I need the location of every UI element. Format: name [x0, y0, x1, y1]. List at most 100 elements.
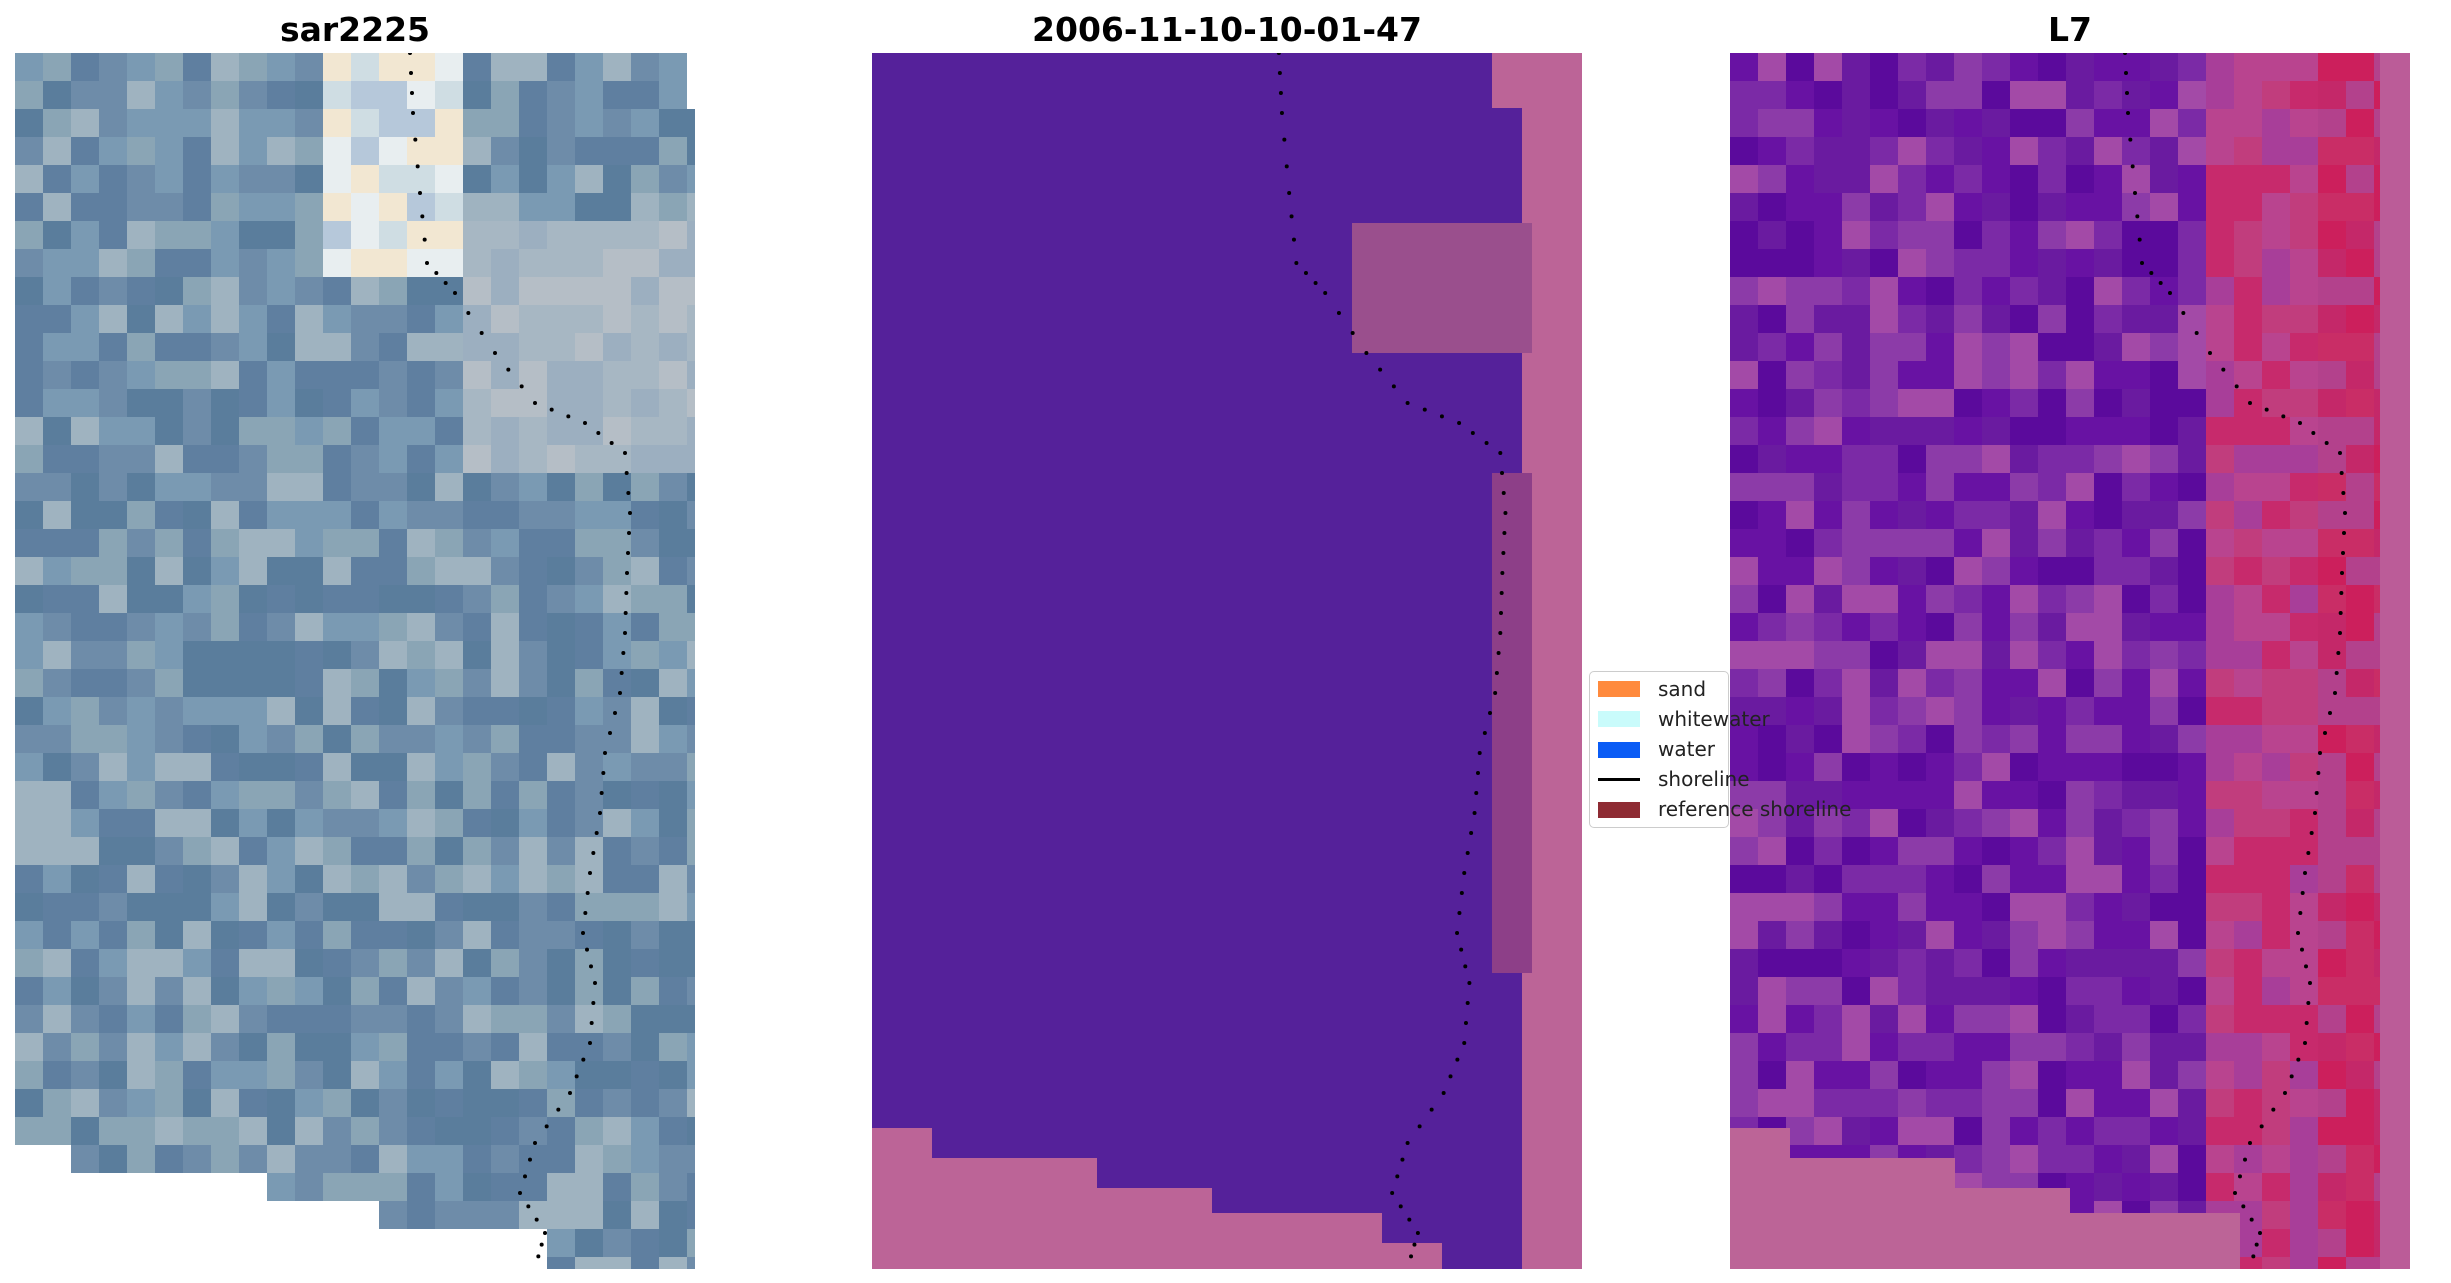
pixel [2262, 585, 2290, 613]
pixel [519, 977, 547, 1005]
pixel [575, 53, 603, 81]
shoreline-point [2238, 1174, 2242, 1179]
pixel [1814, 81, 1842, 109]
pixel [295, 809, 323, 837]
pixel [295, 613, 323, 641]
pixel [2178, 165, 2206, 193]
pixel [155, 921, 183, 949]
pixel [1898, 1061, 1926, 1089]
shoreline-point [2128, 137, 2133, 142]
pixel [2290, 977, 2318, 1005]
pixel [2318, 725, 2346, 753]
pixel [547, 585, 575, 613]
shoreline-point [1284, 164, 1289, 169]
pixel [1954, 1033, 1982, 1061]
pixel [659, 809, 687, 837]
pixel [1926, 781, 1954, 809]
pixel [379, 781, 407, 809]
pixel [2318, 221, 2346, 249]
pixel [2346, 1089, 2374, 1117]
pixel [43, 837, 71, 865]
pixel [491, 389, 519, 417]
pixel [183, 893, 211, 921]
pixel [1954, 361, 1982, 389]
pixel [1898, 529, 1926, 557]
pixel [99, 809, 127, 837]
pixel [519, 893, 547, 921]
pixel [687, 697, 695, 725]
shoreline-point [2194, 331, 2199, 335]
pixel [2290, 1117, 2318, 1145]
pixel [1842, 641, 1870, 669]
pixel [15, 193, 43, 221]
pixel [2234, 81, 2262, 109]
pixel [435, 641, 463, 669]
pixel [2066, 109, 2094, 137]
pixel [323, 557, 351, 585]
pixel [351, 809, 379, 837]
pixel [239, 165, 267, 193]
pixel [1814, 893, 1842, 921]
pixel [1926, 809, 1954, 837]
pixel [43, 277, 71, 305]
pixel [547, 669, 575, 697]
shoreline-point [574, 1074, 579, 1079]
pixel [2262, 893, 2290, 921]
pixel [15, 53, 43, 81]
pixel [1730, 725, 1758, 753]
pixel [519, 725, 547, 753]
shoreline-point [2314, 791, 2319, 795]
pixel [183, 1117, 211, 1145]
pixel [1926, 277, 1954, 305]
pixel [2290, 1201, 2318, 1229]
pixel [2206, 809, 2234, 837]
pixel [15, 725, 43, 753]
pixel [2094, 753, 2122, 781]
pixel [435, 137, 463, 165]
shoreline-point [1390, 1191, 1395, 1195]
shoreline-point [1496, 651, 1501, 655]
pixel [211, 333, 239, 361]
pixel [407, 949, 435, 977]
pixel [2206, 585, 2234, 613]
pixel [295, 109, 323, 137]
pixel [1814, 109, 1842, 137]
pixel [71, 1033, 99, 1061]
pixel [603, 1145, 631, 1173]
pixel [1758, 837, 1786, 865]
pixel [1870, 137, 1898, 165]
pixel [2318, 1033, 2346, 1061]
pixel [2290, 781, 2318, 809]
pixel [1814, 921, 1842, 949]
pixel [323, 1145, 351, 1173]
pixel [2234, 1089, 2262, 1117]
pixel [687, 921, 695, 949]
pixel [547, 949, 575, 977]
pixel [127, 305, 155, 333]
pixel [2206, 1033, 2234, 1061]
pixel [71, 389, 99, 417]
pixel [71, 1005, 99, 1033]
pixel [1814, 641, 1842, 669]
pixel [71, 1145, 99, 1173]
pixel [2346, 305, 2374, 333]
pixel [491, 109, 519, 137]
pixel [1926, 949, 1954, 977]
pixel [2094, 1089, 2122, 1117]
pixel [2318, 809, 2346, 837]
pixel [491, 529, 519, 557]
shoreline-point [601, 771, 606, 775]
pixel [155, 529, 183, 557]
shoreline-point [1417, 1124, 1422, 1129]
pixel [2346, 1005, 2374, 1033]
pixel [1814, 753, 1842, 781]
pixel [603, 893, 631, 921]
pixel [99, 305, 127, 333]
pixel [1926, 977, 1954, 1005]
pixel [267, 921, 295, 949]
pixel [323, 305, 351, 333]
pixel [1842, 1061, 1870, 1089]
shoreline-point [1469, 831, 1474, 835]
pixel [1730, 165, 1758, 193]
pixel [2150, 389, 2178, 417]
